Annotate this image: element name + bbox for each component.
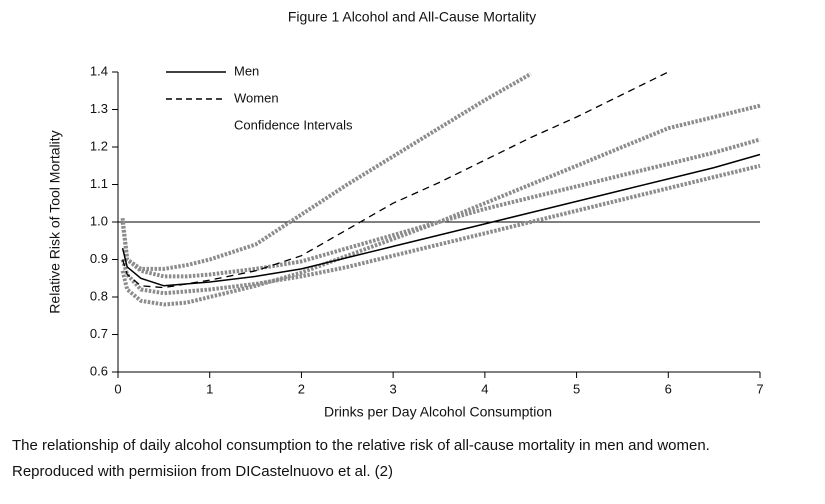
y-tick-label: 0.8: [90, 288, 108, 303]
y-axis-label: Relative Risk of Tool Mortality: [47, 130, 63, 313]
caption: The relationship of daily alcohol consum…: [12, 437, 710, 454]
y-tick-label: 1.1: [90, 176, 108, 191]
legend-label: Men: [234, 63, 259, 78]
legend-label: Confidence Intervals: [234, 117, 353, 132]
y-tick-label: 1.3: [90, 101, 108, 116]
x-tick-label: 4: [481, 381, 488, 396]
chart-title: Figure 1 Alcohol and All-Cause Mortality: [288, 9, 536, 25]
y-tick-label: 1.4: [90, 63, 108, 78]
confidence-interval: [120, 137, 761, 279]
x-tick-label: 2: [298, 381, 305, 396]
series-line: [121, 153, 761, 287]
x-tick-label: 7: [756, 381, 763, 396]
x-tick-label: 5: [573, 381, 580, 396]
confidence-interval: [120, 103, 761, 307]
x-tick-label: 0: [114, 381, 121, 396]
x-tick-label: 6: [665, 381, 672, 396]
y-tick-label: 1.2: [90, 138, 108, 153]
caption: Reproduced with permisiion from DICastel…: [12, 463, 393, 480]
y-tick-label: 0.9: [90, 251, 108, 266]
confidence-interval: [120, 72, 532, 271]
confidence-interval: [120, 163, 761, 296]
legend-label: Women: [234, 90, 279, 105]
y-tick-label: 1.0: [90, 213, 108, 228]
x-axis-label: Drinks per Day Alcohol Consumption: [324, 404, 552, 420]
series-line: [121, 71, 669, 289]
x-tick-label: 3: [390, 381, 397, 396]
y-tick-label: 0.6: [90, 363, 108, 378]
y-tick-label: 0.7: [90, 326, 108, 341]
x-tick-label: 1: [206, 381, 213, 396]
